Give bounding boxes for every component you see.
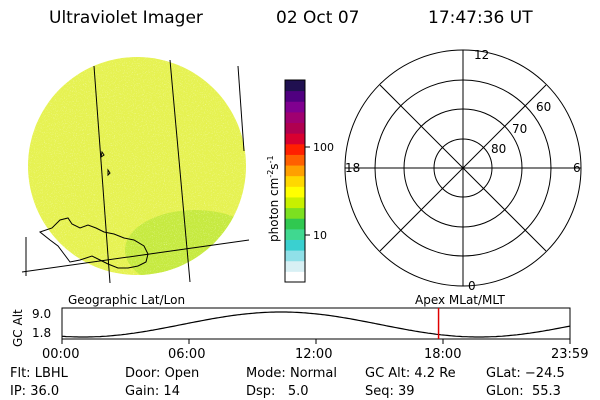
colorbar-band	[285, 90, 305, 102]
color-scale-frame	[284, 79, 306, 283]
mlt-label-0: 0	[468, 279, 476, 293]
status-seq-label: Seq: 39	[365, 384, 415, 399]
apex-caption: Apex MLat/MLT	[415, 293, 505, 307]
timeline-xtick-label: 06:00	[168, 347, 206, 362]
mlt-label-6: 6	[573, 161, 581, 175]
status-mode-label: Mode: Normal	[246, 366, 337, 381]
timeline-xtick-label: 12:00	[295, 347, 333, 362]
colorbar-band	[285, 154, 305, 166]
colorbar-band	[285, 80, 305, 92]
timeline-ylabel: GC Alt	[11, 309, 25, 347]
colorbar-unit-label: photon cm-2s-1	[266, 155, 281, 242]
timeline-xtick-label: 23:59	[551, 347, 589, 362]
colorbar-band	[285, 175, 305, 187]
colorbar-band	[285, 186, 305, 198]
time-label: 17:47:36 UT	[428, 8, 533, 28]
colorbar-band	[285, 101, 305, 113]
status-gcalt-value: 4.2 Re	[414, 366, 456, 381]
status-glat-label: GLat: −24.5	[486, 366, 565, 381]
coastline	[38, 150, 149, 269]
status-mode-value: Normal	[289, 366, 337, 381]
colorbar-band	[285, 250, 305, 262]
colorbar-band	[285, 111, 305, 124]
status-door-label: Door: Open	[125, 366, 200, 381]
mlt-label-18: 18	[345, 161, 360, 175]
altitude-curve	[61, 311, 571, 338]
colorbar-band	[285, 143, 305, 155]
status-door-value: Open	[164, 366, 200, 381]
colorbar-band	[285, 239, 305, 251]
status-glat-value: −24.5	[524, 366, 565, 381]
colorbar-tick-label: 10	[313, 229, 327, 242]
timeline-xtick-label: 18:00	[424, 347, 462, 362]
status-dsp-label: Dsp: 5.0	[246, 384, 309, 399]
status-gain-label: Gain: 14	[125, 384, 180, 399]
geographic-caption: Geographic Lat/Lon	[68, 293, 185, 307]
timeline-xtick-label: 00:00	[42, 347, 80, 362]
colorbar-band	[285, 218, 305, 230]
status-dsp-value: 5.0	[287, 384, 309, 399]
status-glon-label: GLon: 55.3	[486, 384, 561, 399]
colorbar-band	[285, 260, 305, 272]
colorbar-band	[285, 196, 305, 209]
colorbar-band	[285, 122, 305, 134]
mlat-label-80: 80	[491, 142, 506, 156]
geographic-grid	[21, 59, 250, 284]
timeline-xticks	[61, 339, 571, 344]
colorbar-band	[285, 165, 305, 177]
mlat-label-70: 70	[512, 122, 527, 136]
status-ip-label: IP: 36.0	[10, 384, 60, 399]
status-filter-label: Flt: LBHL	[10, 366, 68, 381]
status-seq-value: 39	[398, 384, 415, 399]
status-gain-value: 14	[163, 384, 180, 399]
mlat-label-60: 60	[536, 100, 551, 114]
status-gcalt-label: GC Alt: 4.2 Re	[365, 366, 456, 381]
date-label: 02 Oct 07	[276, 8, 360, 28]
colorbar-band	[285, 271, 305, 283]
mlt-label-12: 12	[474, 48, 489, 62]
colorbar-band	[285, 228, 305, 240]
color-scale-bar	[285, 80, 305, 283]
timeline-ytick: 1.8	[32, 326, 51, 340]
earth-disk-image	[28, 57, 246, 275]
timeline-ytick: 9.0	[32, 307, 51, 321]
status-ip-value: 36.0	[30, 384, 60, 399]
colorbar-tick-label: 100	[313, 141, 334, 154]
colorbar-band	[285, 133, 305, 145]
polar-grid	[344, 49, 582, 287]
status-glon-value: 55.3	[531, 384, 561, 399]
status-filter-value: LBHL	[34, 366, 68, 381]
colorbar-band	[285, 207, 305, 219]
timeline-frame	[61, 307, 571, 340]
instrument-title: Ultraviolet Imager	[49, 8, 203, 28]
